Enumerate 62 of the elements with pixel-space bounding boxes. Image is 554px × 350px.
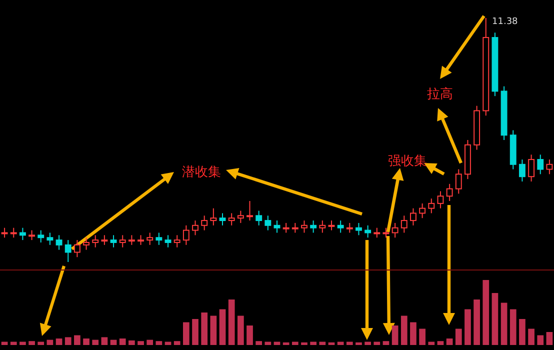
bar <box>500 302 508 345</box>
bar <box>374 342 380 345</box>
bar <box>264 342 272 345</box>
bar <box>219 309 226 345</box>
bar <box>492 293 498 345</box>
bar <box>437 341 444 345</box>
bar <box>146 340 154 345</box>
bar <box>337 342 344 345</box>
bar <box>210 316 217 345</box>
bar <box>346 342 353 345</box>
bar <box>364 342 371 345</box>
bar <box>246 326 253 345</box>
bar <box>464 309 471 345</box>
bar <box>183 322 190 345</box>
bar <box>192 319 198 345</box>
bar <box>301 342 308 345</box>
bar <box>46 340 54 345</box>
annotation: 11.38 <box>492 17 518 27</box>
bar <box>446 338 453 345</box>
bar <box>528 328 534 345</box>
annotation: 强收集 <box>388 154 427 169</box>
bar <box>83 338 90 345</box>
bar <box>174 341 180 345</box>
bar <box>56 338 62 345</box>
bar <box>138 341 144 345</box>
bar <box>92 340 99 345</box>
bar <box>282 342 290 345</box>
annotation: 潜收集 <box>182 165 221 180</box>
bar <box>101 337 108 345</box>
bar <box>10 342 17 345</box>
annotation: 拉高 <box>427 86 453 102</box>
bar <box>510 309 516 345</box>
bar <box>410 322 416 345</box>
bar <box>419 328 426 345</box>
bar <box>546 332 553 345</box>
bar <box>237 316 244 345</box>
bar <box>428 342 435 345</box>
bar <box>319 342 326 345</box>
bar <box>392 326 398 345</box>
bar <box>292 342 298 345</box>
bar <box>474 300 480 345</box>
bar <box>455 328 462 345</box>
bar <box>28 341 35 345</box>
bar <box>20 342 26 345</box>
bar <box>328 342 335 345</box>
bar <box>310 342 317 345</box>
bar <box>74 335 80 345</box>
bar <box>482 280 490 345</box>
bar <box>356 342 362 345</box>
bar <box>228 300 235 345</box>
bar <box>201 312 208 345</box>
bar <box>110 340 117 345</box>
bar <box>256 341 262 345</box>
bar <box>128 340 135 345</box>
bar <box>400 316 408 345</box>
bar <box>537 335 544 345</box>
bar <box>38 342 44 345</box>
bar <box>64 337 72 345</box>
bar <box>519 319 526 345</box>
bar <box>382 341 390 345</box>
bar <box>119 338 126 345</box>
bar <box>156 341 162 345</box>
